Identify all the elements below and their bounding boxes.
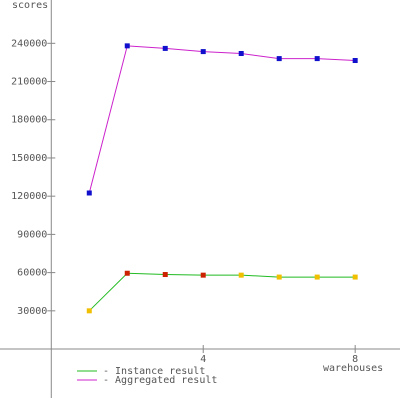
y-tick-label: 90000 [17, 229, 47, 240]
y-axis-label: scores [12, 0, 48, 11]
point-marker [314, 274, 320, 280]
point-marker [200, 272, 206, 278]
point-marker [238, 272, 244, 278]
legend-label: - Instance result [103, 366, 205, 377]
point-marker [276, 56, 282, 62]
point-marker [352, 274, 358, 280]
y-tick-label: 120000 [11, 191, 47, 202]
x-tick-label: 4 [200, 354, 206, 365]
point-marker [162, 272, 168, 278]
point-marker [238, 51, 244, 57]
y-tick-label: 150000 [11, 153, 47, 164]
y-tick-label: 240000 [11, 38, 47, 49]
point-marker [162, 45, 168, 51]
y-tick-label: 60000 [17, 268, 47, 279]
y-tick-label: 210000 [11, 77, 47, 88]
y-tick-label: 30000 [17, 306, 47, 317]
point-marker [86, 308, 92, 314]
point-marker [352, 58, 358, 64]
legend-label: - Aggregated result [103, 375, 217, 386]
point-marker [276, 274, 282, 280]
x-axis-label: warehouses [323, 363, 383, 374]
point-marker [200, 49, 206, 55]
series-line [88, 272, 356, 312]
series-line [88, 45, 356, 194]
point-marker [86, 190, 92, 196]
y-tick-label: 180000 [11, 115, 47, 126]
point-marker [314, 56, 320, 62]
point-marker [124, 43, 130, 49]
x-tick-label: 8 [352, 354, 358, 365]
point-marker [124, 270, 130, 276]
